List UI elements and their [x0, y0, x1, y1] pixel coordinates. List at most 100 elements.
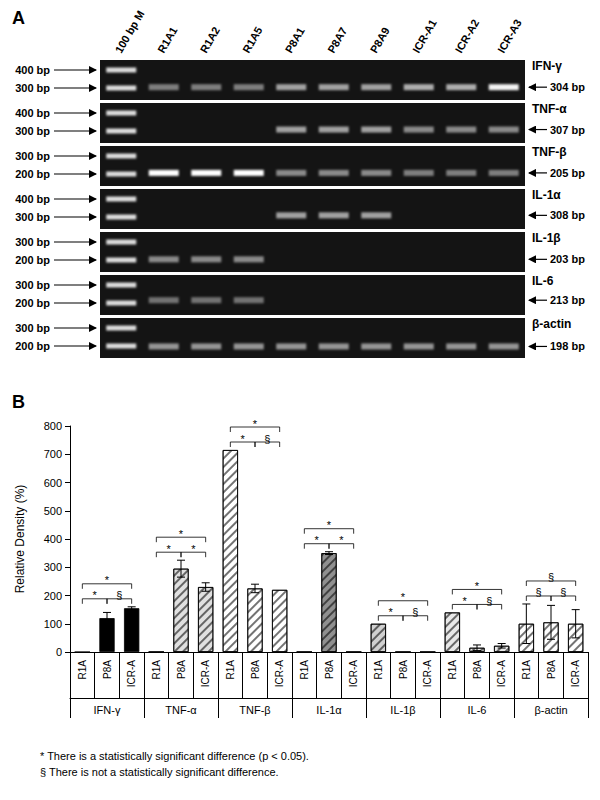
svg-text:§: §	[560, 586, 566, 598]
svg-text:200: 200	[44, 590, 62, 602]
svg-text:*: *	[315, 534, 320, 546]
svg-text:P8A: P8A	[102, 660, 113, 679]
svg-text:P8A: P8A	[472, 660, 483, 679]
svg-text:P8A: P8A	[176, 660, 187, 679]
svg-text:R1A: R1A	[225, 660, 236, 680]
svg-text:304 bp: 304 bp	[550, 81, 585, 93]
svg-text:800: 800	[44, 420, 62, 432]
svg-text:ICR-A1: ICR-A1	[410, 17, 439, 55]
svg-text:300 bp: 300 bp	[15, 236, 50, 248]
svg-text:*: *	[463, 595, 468, 607]
svg-text:307 bp: 307 bp	[550, 124, 585, 136]
svg-text:R1A: R1A	[151, 660, 162, 680]
svg-text:β-actin: β-actin	[534, 704, 567, 716]
svg-text:Relative Density (%): Relative Density (%)	[13, 485, 27, 594]
html-text:* There is a statistically sig: * There is a statistically significant d…	[40, 750, 309, 762]
svg-text:§: §	[116, 589, 122, 601]
svg-text:IL-1β: IL-1β	[532, 231, 561, 245]
svg-text:A: A	[12, 8, 25, 28]
svg-text:500: 500	[44, 505, 62, 517]
svg-text:*: *	[167, 543, 172, 555]
svg-text:*: *	[191, 543, 196, 555]
svg-text:308 bp: 308 bp	[550, 209, 585, 221]
svg-text:ICR-A: ICR-A	[348, 660, 359, 688]
svg-text:*: *	[241, 433, 246, 445]
svg-text:ICR-A: ICR-A	[496, 660, 507, 688]
html-text:B: B	[12, 392, 25, 412]
svg-text:400 bp: 400 bp	[15, 107, 50, 119]
svg-text:IFN-γ: IFN-γ	[94, 704, 121, 716]
svg-text:R1A: R1A	[521, 660, 532, 680]
svg-text:IL-1α: IL-1α	[532, 188, 561, 202]
svg-text:300 bp: 300 bp	[15, 150, 50, 162]
svg-text:300 bp: 300 bp	[15, 82, 50, 94]
svg-text:TNF-β: TNF-β	[532, 145, 567, 159]
svg-text:IFN-γ: IFN-γ	[532, 59, 562, 73]
svg-text:400 bp: 400 bp	[15, 193, 50, 205]
svg-text:0: 0	[56, 646, 62, 658]
svg-text:R1A2: R1A2	[198, 25, 222, 55]
svg-text:ICR-A: ICR-A	[570, 660, 581, 688]
svg-text:ICR-A: ICR-A	[274, 660, 285, 688]
svg-text:*: *	[93, 589, 98, 601]
svg-text:ICR-A2: ICR-A2	[453, 17, 482, 55]
svg-text:ICR-A: ICR-A	[200, 660, 211, 688]
svg-text:R1A: R1A	[447, 660, 458, 680]
svg-text:203 bp: 203 bp	[550, 253, 585, 265]
svg-text:R1A: R1A	[299, 660, 310, 680]
svg-text:300: 300	[44, 561, 62, 573]
svg-text:TNF-α: TNF-α	[165, 704, 197, 716]
svg-text:*: *	[401, 591, 406, 603]
svg-text:200 bp: 200 bp	[15, 254, 50, 266]
svg-text:100: 100	[44, 618, 62, 630]
svg-text:198 bp: 198 bp	[550, 340, 585, 352]
svg-text:§: §	[412, 606, 418, 618]
svg-text:400: 400	[44, 533, 62, 545]
svg-text:100 bp M: 100 bp M	[113, 8, 147, 55]
svg-text:TNF-β: TNF-β	[239, 704, 270, 716]
svg-text:P8A1: P8A1	[283, 25, 307, 55]
svg-text:P8A: P8A	[324, 660, 335, 679]
svg-text:*: *	[179, 528, 184, 540]
svg-text:β-actin: β-actin	[532, 317, 571, 331]
svg-text:300 bp: 300 bp	[15, 211, 50, 223]
svg-text:ICR-A: ICR-A	[422, 660, 433, 688]
svg-text:P8A: P8A	[546, 660, 557, 679]
svg-text:600: 600	[44, 477, 62, 489]
svg-text:P8A: P8A	[250, 660, 261, 679]
svg-text:*: *	[475, 580, 480, 592]
svg-text:205 bp: 205 bp	[550, 167, 585, 179]
svg-text:R1A5: R1A5	[240, 25, 264, 55]
svg-text:300 bp: 300 bp	[15, 125, 50, 137]
svg-text:ICR-A3: ICR-A3	[495, 17, 524, 55]
svg-text:*: *	[253, 418, 258, 430]
svg-text:200 bp: 200 bp	[15, 168, 50, 180]
svg-text:P8A7: P8A7	[325, 25, 349, 55]
svg-text:*: *	[105, 574, 110, 586]
svg-text:P8A9: P8A9	[368, 25, 392, 55]
svg-text:R1A1: R1A1	[155, 25, 179, 55]
svg-text:TNF-α: TNF-α	[532, 102, 567, 116]
svg-text:*: *	[327, 519, 332, 531]
svg-text:200 bp: 200 bp	[15, 297, 50, 309]
svg-text:400 bp: 400 bp	[15, 64, 50, 76]
svg-text:§: §	[486, 595, 492, 607]
svg-text:300 bp: 300 bp	[15, 279, 50, 291]
svg-text:R1A: R1A	[77, 660, 88, 680]
svg-text:200 bp: 200 bp	[15, 340, 50, 352]
svg-text:IL-1α: IL-1α	[316, 704, 342, 716]
svg-text:P8A: P8A	[398, 660, 409, 679]
svg-text:700: 700	[44, 448, 62, 460]
svg-text:R1A: R1A	[373, 660, 384, 680]
svg-text:IL-6: IL-6	[468, 704, 487, 716]
svg-text:§: §	[536, 586, 542, 598]
svg-text:300 bp: 300 bp	[15, 322, 50, 334]
svg-text:*: *	[339, 534, 344, 546]
svg-text:IL-1β: IL-1β	[390, 704, 415, 716]
svg-text:§: §	[548, 571, 554, 583]
svg-text:*: *	[389, 606, 394, 618]
svg-text:IL-6: IL-6	[532, 274, 554, 288]
svg-text:213 bp: 213 bp	[550, 294, 585, 306]
svg-text:ICR-A: ICR-A	[126, 660, 137, 688]
svg-text:§: §	[264, 433, 270, 445]
